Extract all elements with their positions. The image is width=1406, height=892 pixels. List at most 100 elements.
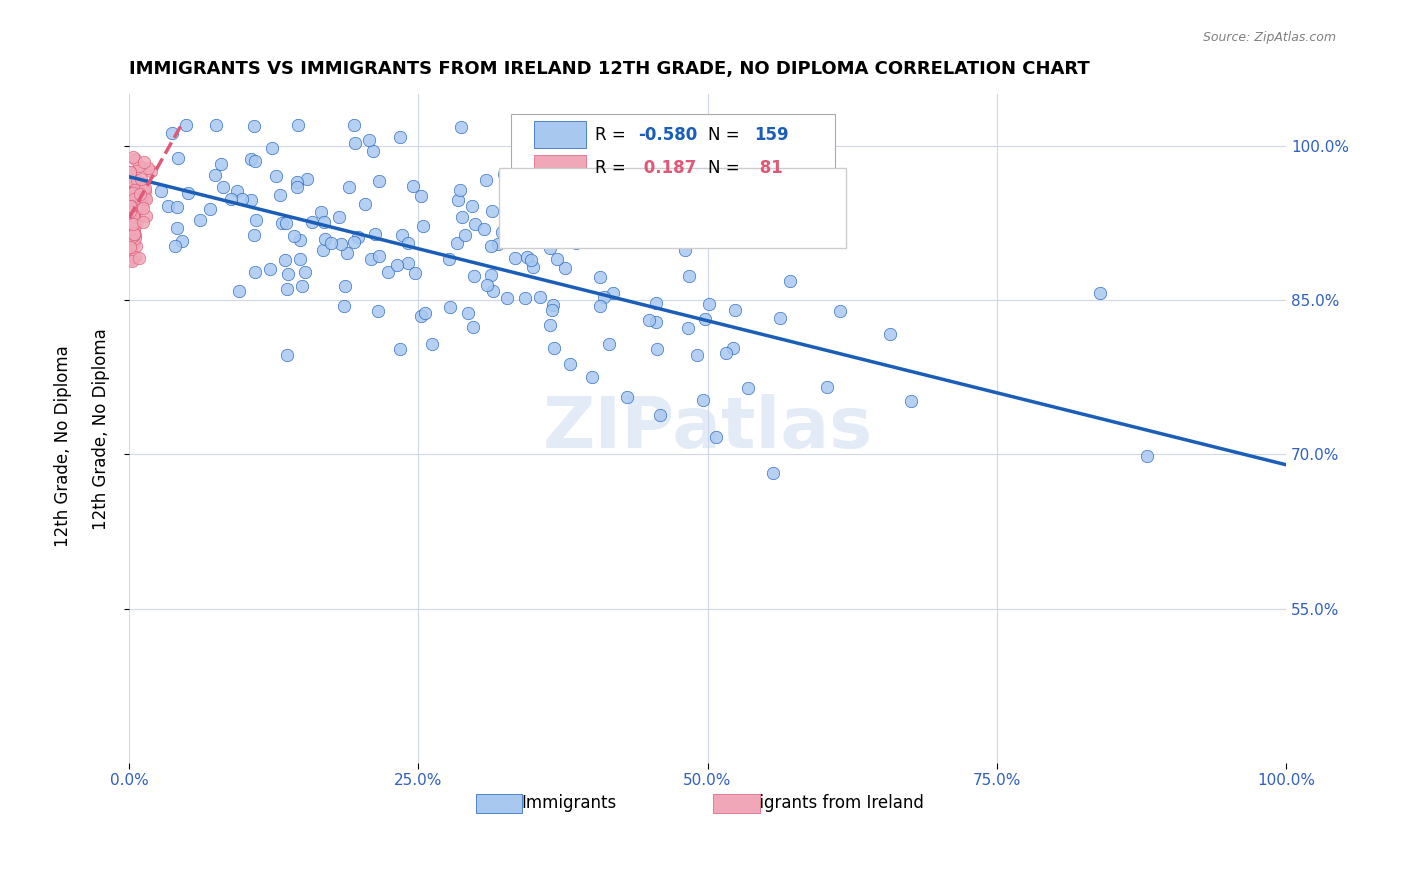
Text: Immigrants: Immigrants	[522, 794, 616, 812]
Point	[198, 202, 221, 217]
Point	[160, 127, 183, 141]
Point	[118, 211, 141, 226]
Point	[121, 210, 143, 224]
Point	[120, 199, 142, 213]
Point	[120, 205, 142, 219]
Point	[139, 164, 162, 178]
FancyBboxPatch shape	[534, 154, 586, 181]
Point	[529, 290, 551, 304]
Point	[543, 341, 565, 355]
Point	[565, 236, 588, 251]
Point	[481, 238, 503, 252]
Point	[240, 194, 263, 208]
Point	[496, 291, 519, 305]
Point	[274, 252, 297, 267]
Point	[389, 342, 412, 356]
Point	[276, 216, 298, 230]
Point	[124, 235, 146, 250]
Point	[288, 252, 311, 267]
Point	[391, 228, 413, 243]
Point	[645, 342, 668, 356]
Point	[354, 197, 377, 211]
Point	[546, 252, 568, 266]
Point	[463, 268, 485, 283]
Point	[122, 192, 145, 206]
Point	[333, 299, 356, 313]
Point	[581, 370, 603, 384]
Point	[128, 196, 150, 211]
Point	[830, 304, 852, 318]
Point	[1088, 285, 1111, 300]
FancyBboxPatch shape	[499, 168, 846, 248]
Point	[589, 299, 612, 313]
Point	[447, 193, 470, 207]
Point	[128, 159, 150, 173]
Point	[228, 284, 250, 298]
Point	[449, 183, 471, 197]
FancyBboxPatch shape	[510, 114, 835, 192]
Point	[131, 192, 153, 206]
Point	[121, 191, 143, 205]
Point	[526, 202, 548, 216]
Point	[343, 235, 366, 249]
Point	[457, 306, 479, 320]
Point	[645, 295, 668, 310]
Point	[177, 186, 200, 200]
Point	[519, 252, 541, 267]
Point	[135, 210, 157, 224]
Point	[412, 219, 434, 233]
Point	[172, 234, 194, 248]
Point	[330, 236, 353, 251]
Text: 81: 81	[754, 159, 783, 177]
Point	[132, 201, 155, 215]
Point	[598, 336, 620, 351]
Point	[437, 252, 460, 267]
Point	[815, 379, 838, 393]
Point	[121, 217, 143, 231]
Point	[125, 214, 148, 228]
Point	[128, 159, 150, 173]
Point	[463, 319, 485, 334]
Point	[124, 231, 146, 245]
Point	[276, 348, 298, 362]
Point	[474, 221, 496, 235]
Point	[134, 181, 156, 195]
Point	[239, 152, 262, 166]
Point	[439, 300, 461, 314]
Point	[409, 189, 432, 203]
Point	[450, 120, 472, 134]
Point	[516, 250, 538, 264]
Point	[128, 196, 150, 211]
Y-axis label: 12th Grade, No Diploma: 12th Grade, No Diploma	[93, 328, 110, 530]
Point	[124, 222, 146, 236]
Point	[361, 145, 384, 159]
Point	[589, 270, 612, 285]
Point	[454, 228, 477, 243]
Point	[415, 306, 437, 320]
Point	[131, 177, 153, 191]
Text: 12th Grade, No Diploma: 12th Grade, No Diploma	[55, 345, 72, 547]
Point	[475, 172, 498, 186]
Point	[219, 192, 242, 206]
Point	[724, 303, 747, 318]
Point	[277, 267, 299, 281]
Point	[124, 152, 146, 166]
Point	[314, 232, 336, 246]
Point	[242, 227, 264, 242]
Point	[122, 172, 145, 186]
Point	[125, 239, 148, 253]
Text: N =: N =	[707, 126, 744, 144]
Point	[686, 348, 709, 362]
Point	[122, 151, 145, 165]
Point	[205, 118, 228, 132]
Point	[288, 233, 311, 247]
Point	[135, 192, 157, 206]
Point	[301, 214, 323, 228]
Point	[287, 118, 309, 132]
Point	[245, 265, 267, 279]
Point	[560, 357, 582, 371]
Text: 159: 159	[754, 126, 789, 144]
Point	[541, 297, 564, 311]
Point	[446, 236, 468, 251]
Point	[336, 246, 359, 260]
